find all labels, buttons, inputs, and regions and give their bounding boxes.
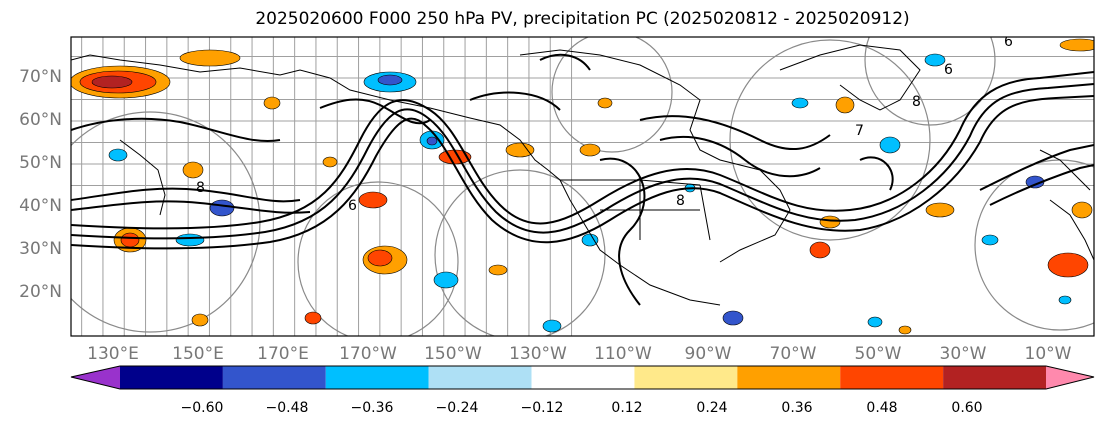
lon-label-170e: 170°E [257, 344, 309, 364]
lon-label-170w: 170°W [339, 344, 397, 364]
colorbar-label: 0.24 [696, 400, 728, 416]
colorbar-label: 0.12 [611, 400, 643, 416]
lat-lon-grid [71, 37, 1094, 336]
lon-label-90w: 90°W [684, 344, 732, 364]
colorbar-extend-high [1046, 366, 1094, 389]
lat-label-60n: 60°N [19, 110, 62, 130]
lat-label-40n: 40°N [19, 196, 62, 216]
svg-text:7: 7 [855, 123, 864, 139]
colorbar-segment [634, 366, 738, 389]
colorbar-extend-low [71, 366, 120, 389]
lon-label-130w: 130°W [509, 344, 567, 364]
lon-label-50w: 50°W [854, 344, 902, 364]
colorbar-segment [943, 366, 1046, 389]
svg-text:6: 6 [348, 198, 357, 214]
map-plot-area: 6 8 8 8 6 6 7 [71, 34, 1094, 336]
colorbar-segment [531, 366, 635, 389]
map-title: 2025020600 F000 250 hPa PV, precipitatio… [255, 9, 910, 29]
lon-label-150e: 150°E [172, 344, 224, 364]
colorbar-segment [737, 366, 841, 389]
colorbar-segment [120, 366, 223, 389]
lon-label-10w: 10°W [1024, 344, 1072, 364]
svg-text:6: 6 [1004, 34, 1013, 50]
svg-text:6: 6 [944, 62, 953, 78]
lon-label-130e: 130°E [87, 344, 139, 364]
map-frame [70, 36, 1095, 337]
lon-label-150w: 150°W [424, 344, 482, 364]
lon-label-30w: 30°W [939, 344, 987, 364]
svg-text:8: 8 [912, 94, 921, 110]
lon-label-110w: 110°W [594, 344, 652, 364]
svg-text:8: 8 [676, 193, 685, 209]
colorbar-segment [428, 366, 532, 389]
colorbar-label: 0.48 [866, 400, 898, 416]
lon-label-70w: 70°W [769, 344, 817, 364]
lat-label-50n: 50°N [19, 153, 62, 173]
colorbar-segment [840, 366, 944, 389]
colorbar-label: −0.36 [350, 400, 394, 416]
colorbar-label: −0.24 [435, 400, 479, 416]
colorbar-label: −0.60 [180, 400, 224, 416]
colorbar-segment [325, 366, 429, 389]
colorbar-label: 0.60 [951, 400, 983, 416]
colorbar-label: −0.48 [265, 400, 309, 416]
precipitation-patches [71, 38, 1094, 335]
colorbar-label: 0.36 [781, 400, 813, 416]
coastlines [71, 44, 1094, 306]
lat-label-70n: 70°N [19, 67, 62, 87]
svg-text:8: 8 [196, 180, 205, 196]
pv-contours [71, 53, 1094, 306]
colorbar [70, 365, 1095, 390]
colorbar-label: −0.12 [520, 400, 564, 416]
colorbar-outline [70, 365, 1095, 390]
lat-label-20n: 20°N [19, 282, 62, 302]
contour-labels: 6 8 8 8 6 6 7 [196, 34, 1013, 214]
colorbar-segment [222, 366, 326, 389]
lat-label-30n: 30°N [19, 239, 62, 259]
